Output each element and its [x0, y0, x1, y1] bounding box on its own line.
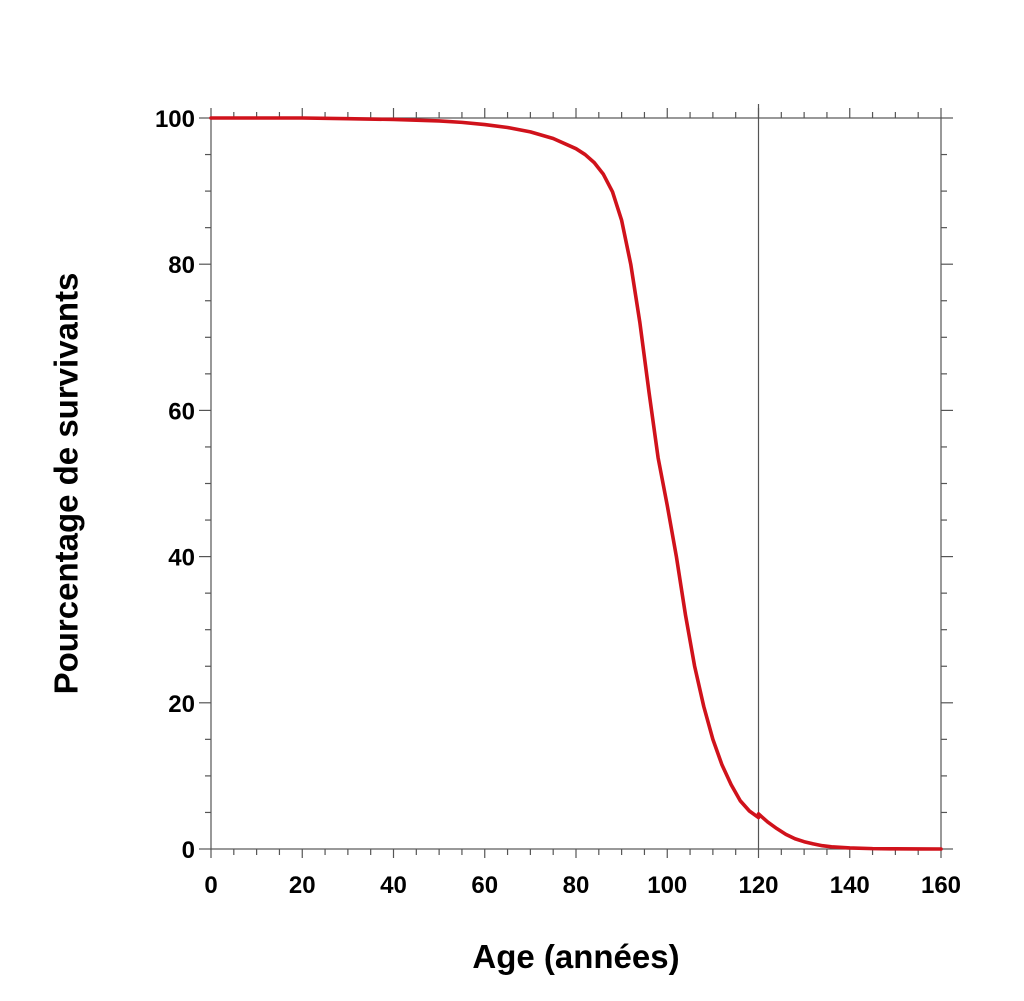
survival-curve-segment-1	[209, 116, 761, 820]
plot-frame	[210, 117, 942, 850]
minor-ticks	[205, 112, 947, 855]
x-tick-label: 60	[471, 872, 498, 899]
y-tick-label: 60	[168, 398, 195, 425]
y-tick-label: 100	[155, 106, 195, 133]
x-tick-label: 100	[647, 872, 687, 899]
y-axis-title: Pourcentage de survivants	[48, 273, 85, 695]
x-tick-label: 120	[738, 872, 778, 899]
x-tick-label: 160	[921, 872, 961, 899]
x-tick-label: 80	[563, 872, 590, 899]
y-tick-label: 0	[182, 837, 195, 864]
y-tick-label: 40	[168, 545, 195, 572]
x-tick-label: 40	[380, 872, 407, 899]
survival-curve-segment-2	[756, 812, 943, 851]
y-tick-label: 20	[168, 691, 195, 718]
y-tick-labels: 0 20 40 60 80 100	[155, 106, 195, 864]
x-tick-label: 140	[830, 872, 870, 899]
x-axis-title: Age (années)	[472, 938, 679, 975]
series-layer	[209, 116, 943, 851]
major-ticks	[199, 108, 953, 858]
x-tick-label: 0	[204, 872, 217, 899]
x-tick-label: 20	[289, 872, 316, 899]
x-tick-labels: 0 20 40 60 80 100 120 140 160	[204, 872, 961, 899]
y-tick-label: 80	[168, 252, 195, 279]
